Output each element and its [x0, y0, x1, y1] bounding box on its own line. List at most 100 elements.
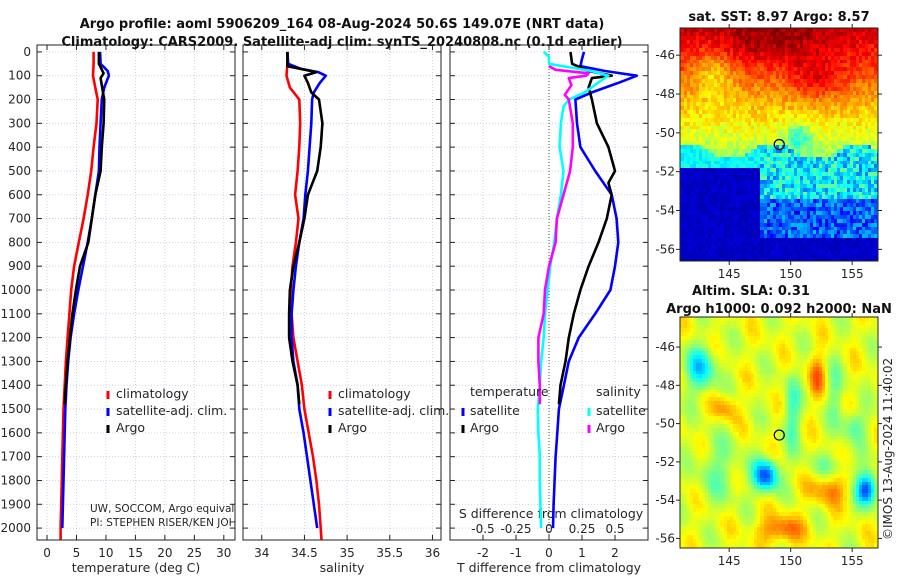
- lat-tick-label: -48: [655, 378, 675, 392]
- x-tick-label: 10: [98, 546, 113, 560]
- lon-tick-label: 155: [841, 554, 864, 568]
- x-tick-label: -1: [510, 546, 522, 560]
- lat-tick-label: -48: [655, 87, 675, 101]
- y-tick-label: 400: [8, 140, 31, 154]
- x-axis-label: salinity: [320, 560, 365, 575]
- sla-map-image: [680, 317, 878, 548]
- lon-tick-label: 145: [718, 554, 741, 568]
- s-tick-label: -0.5: [471, 522, 494, 536]
- x-tick-label: 36: [425, 546, 440, 560]
- lat-tick-label: -46: [655, 340, 675, 354]
- y-tick-label: 1200: [0, 331, 31, 345]
- y-tick-label: 300: [8, 116, 31, 130]
- series-line-climatology: [59, 51, 99, 540]
- y-tick-label: 1400: [0, 378, 31, 392]
- figure-title-line2: Climatology: CARS2009. Satellite-adj cli…: [61, 35, 622, 50]
- x-tick-label: 1: [578, 546, 586, 560]
- sla-map-title-line1: Altim. SLA: 0.31: [692, 284, 810, 299]
- y-tick-label: 1900: [0, 497, 31, 511]
- lat-tick-label: -52: [655, 165, 675, 179]
- lat-tick-label: -56: [655, 531, 675, 545]
- legend-header: salinity: [596, 384, 641, 399]
- legend-label: satellite: [596, 403, 646, 418]
- y-tick-label: 700: [8, 212, 31, 226]
- legend-label: Argo: [338, 420, 367, 435]
- s-axis-label: S difference from climatology: [459, 506, 644, 521]
- y-tick-label: 0: [23, 45, 31, 59]
- lon-tick-label: 145: [718, 267, 741, 281]
- x-tick-label: 35: [339, 546, 354, 560]
- x-tick-label: 0: [43, 546, 51, 560]
- y-tick-label: 200: [8, 93, 31, 107]
- y-tick-label: 100: [8, 69, 31, 83]
- series-line-temperature-satellite: [551, 51, 639, 529]
- lon-tick-label: 150: [779, 267, 802, 281]
- x-tick-label: 25: [187, 546, 202, 560]
- panel-frame: [36, 44, 236, 541]
- legend-label: satellite: [470, 403, 520, 418]
- sst-map-image: [680, 28, 878, 261]
- s-tick-label: -0.25: [500, 522, 531, 536]
- legend-label: climatology: [338, 386, 411, 401]
- y-tick-label: 900: [8, 259, 31, 273]
- y-tick-label: 1300: [0, 354, 31, 368]
- sla-map-axes: -46 -48 -50 -52 -54 -56 145 150 155: [655, 313, 882, 568]
- legend-label: satellite-adj. clim.: [338, 403, 449, 418]
- y-tick-label: 1700: [0, 450, 31, 464]
- x-tick-label: 34.5: [291, 546, 318, 560]
- y-tick-label: 1500: [0, 402, 31, 416]
- y-tick-label: 1000: [0, 283, 31, 297]
- lat-tick-label: -50: [655, 126, 675, 140]
- x-tick-label: 0: [545, 546, 553, 560]
- x-tick-label: 15: [128, 546, 143, 560]
- legend-label: Argo: [116, 420, 145, 435]
- y-tick-label: 2000: [0, 521, 31, 535]
- legend-header: temperature: [470, 384, 549, 399]
- y-tick-label: 1800: [0, 473, 31, 487]
- x-axis-label: T difference from climatology: [456, 560, 642, 575]
- sst-map-title: sat. SST: 8.97 Argo: 8.57: [688, 10, 869, 25]
- x-axis-label: temperature (deg C): [72, 560, 201, 575]
- series-line-argo: [286, 51, 324, 405]
- y-tick-label: 600: [8, 188, 31, 202]
- x-tick-label: 20: [157, 546, 172, 560]
- map-frame: [679, 27, 879, 262]
- imos-credit: ©IMOS 13-Aug-2024 11:40:02: [881, 358, 895, 540]
- lat-tick-label: -50: [655, 417, 675, 431]
- series-line-salinity-argo: [537, 65, 590, 405]
- sla-map-title-line2: Argo h1000: 0.092 h2000: NaN: [666, 302, 892, 317]
- argo-position-marker: [773, 429, 785, 441]
- panel-frame: [449, 44, 649, 541]
- lon-tick-label: 150: [779, 554, 802, 568]
- lat-tick-label: -54: [655, 204, 675, 218]
- map-frame: [679, 316, 879, 549]
- x-tick-label: 2: [611, 546, 619, 560]
- lon-tick-label: 155: [841, 267, 864, 281]
- lat-tick-label: -46: [655, 48, 675, 62]
- x-tick-label: 35.5: [376, 546, 403, 560]
- y-tick-label: 800: [8, 235, 31, 249]
- s-tick-label: 0.5: [605, 522, 624, 536]
- note-pi: PI: STEPHEN RISER/KEN JOHN: [90, 517, 244, 529]
- x-tick-label: -2: [477, 546, 489, 560]
- series-line-argo: [63, 51, 106, 405]
- lat-tick-label: -56: [655, 242, 675, 256]
- series-line-temperature-argo: [557, 51, 617, 405]
- legend-label: satellite-adj. clim.: [116, 403, 227, 418]
- argo-position-marker: [773, 138, 785, 151]
- y-tick-label: 500: [8, 164, 31, 178]
- s-tick-label: 0.25: [569, 522, 596, 536]
- panel-difference: -2 -1 0 1 2T difference from climatology S di…: [449, 44, 649, 575]
- note-institution: UW, SOCCOM, Argo equivale: [90, 503, 241, 515]
- legend-label: Argo: [596, 420, 625, 435]
- panel-frame: [242, 44, 442, 541]
- y-tick-label: 1100: [0, 307, 31, 321]
- y-tick-label: 1600: [0, 426, 31, 440]
- s-tick-label: 0: [545, 522, 553, 536]
- legend-label: climatology: [116, 386, 189, 401]
- figure-title-line1: Argo profile: aoml 5906209_164 08-Aug-20…: [80, 17, 605, 32]
- panel-salinity: 34 34.5 35 35.5 36 salinity climatology satelli…: [242, 44, 449, 575]
- panel-temperature: 0 5 10 15 20 25 30 temperature (deg C) 0 100 200 30…: [0, 44, 236, 575]
